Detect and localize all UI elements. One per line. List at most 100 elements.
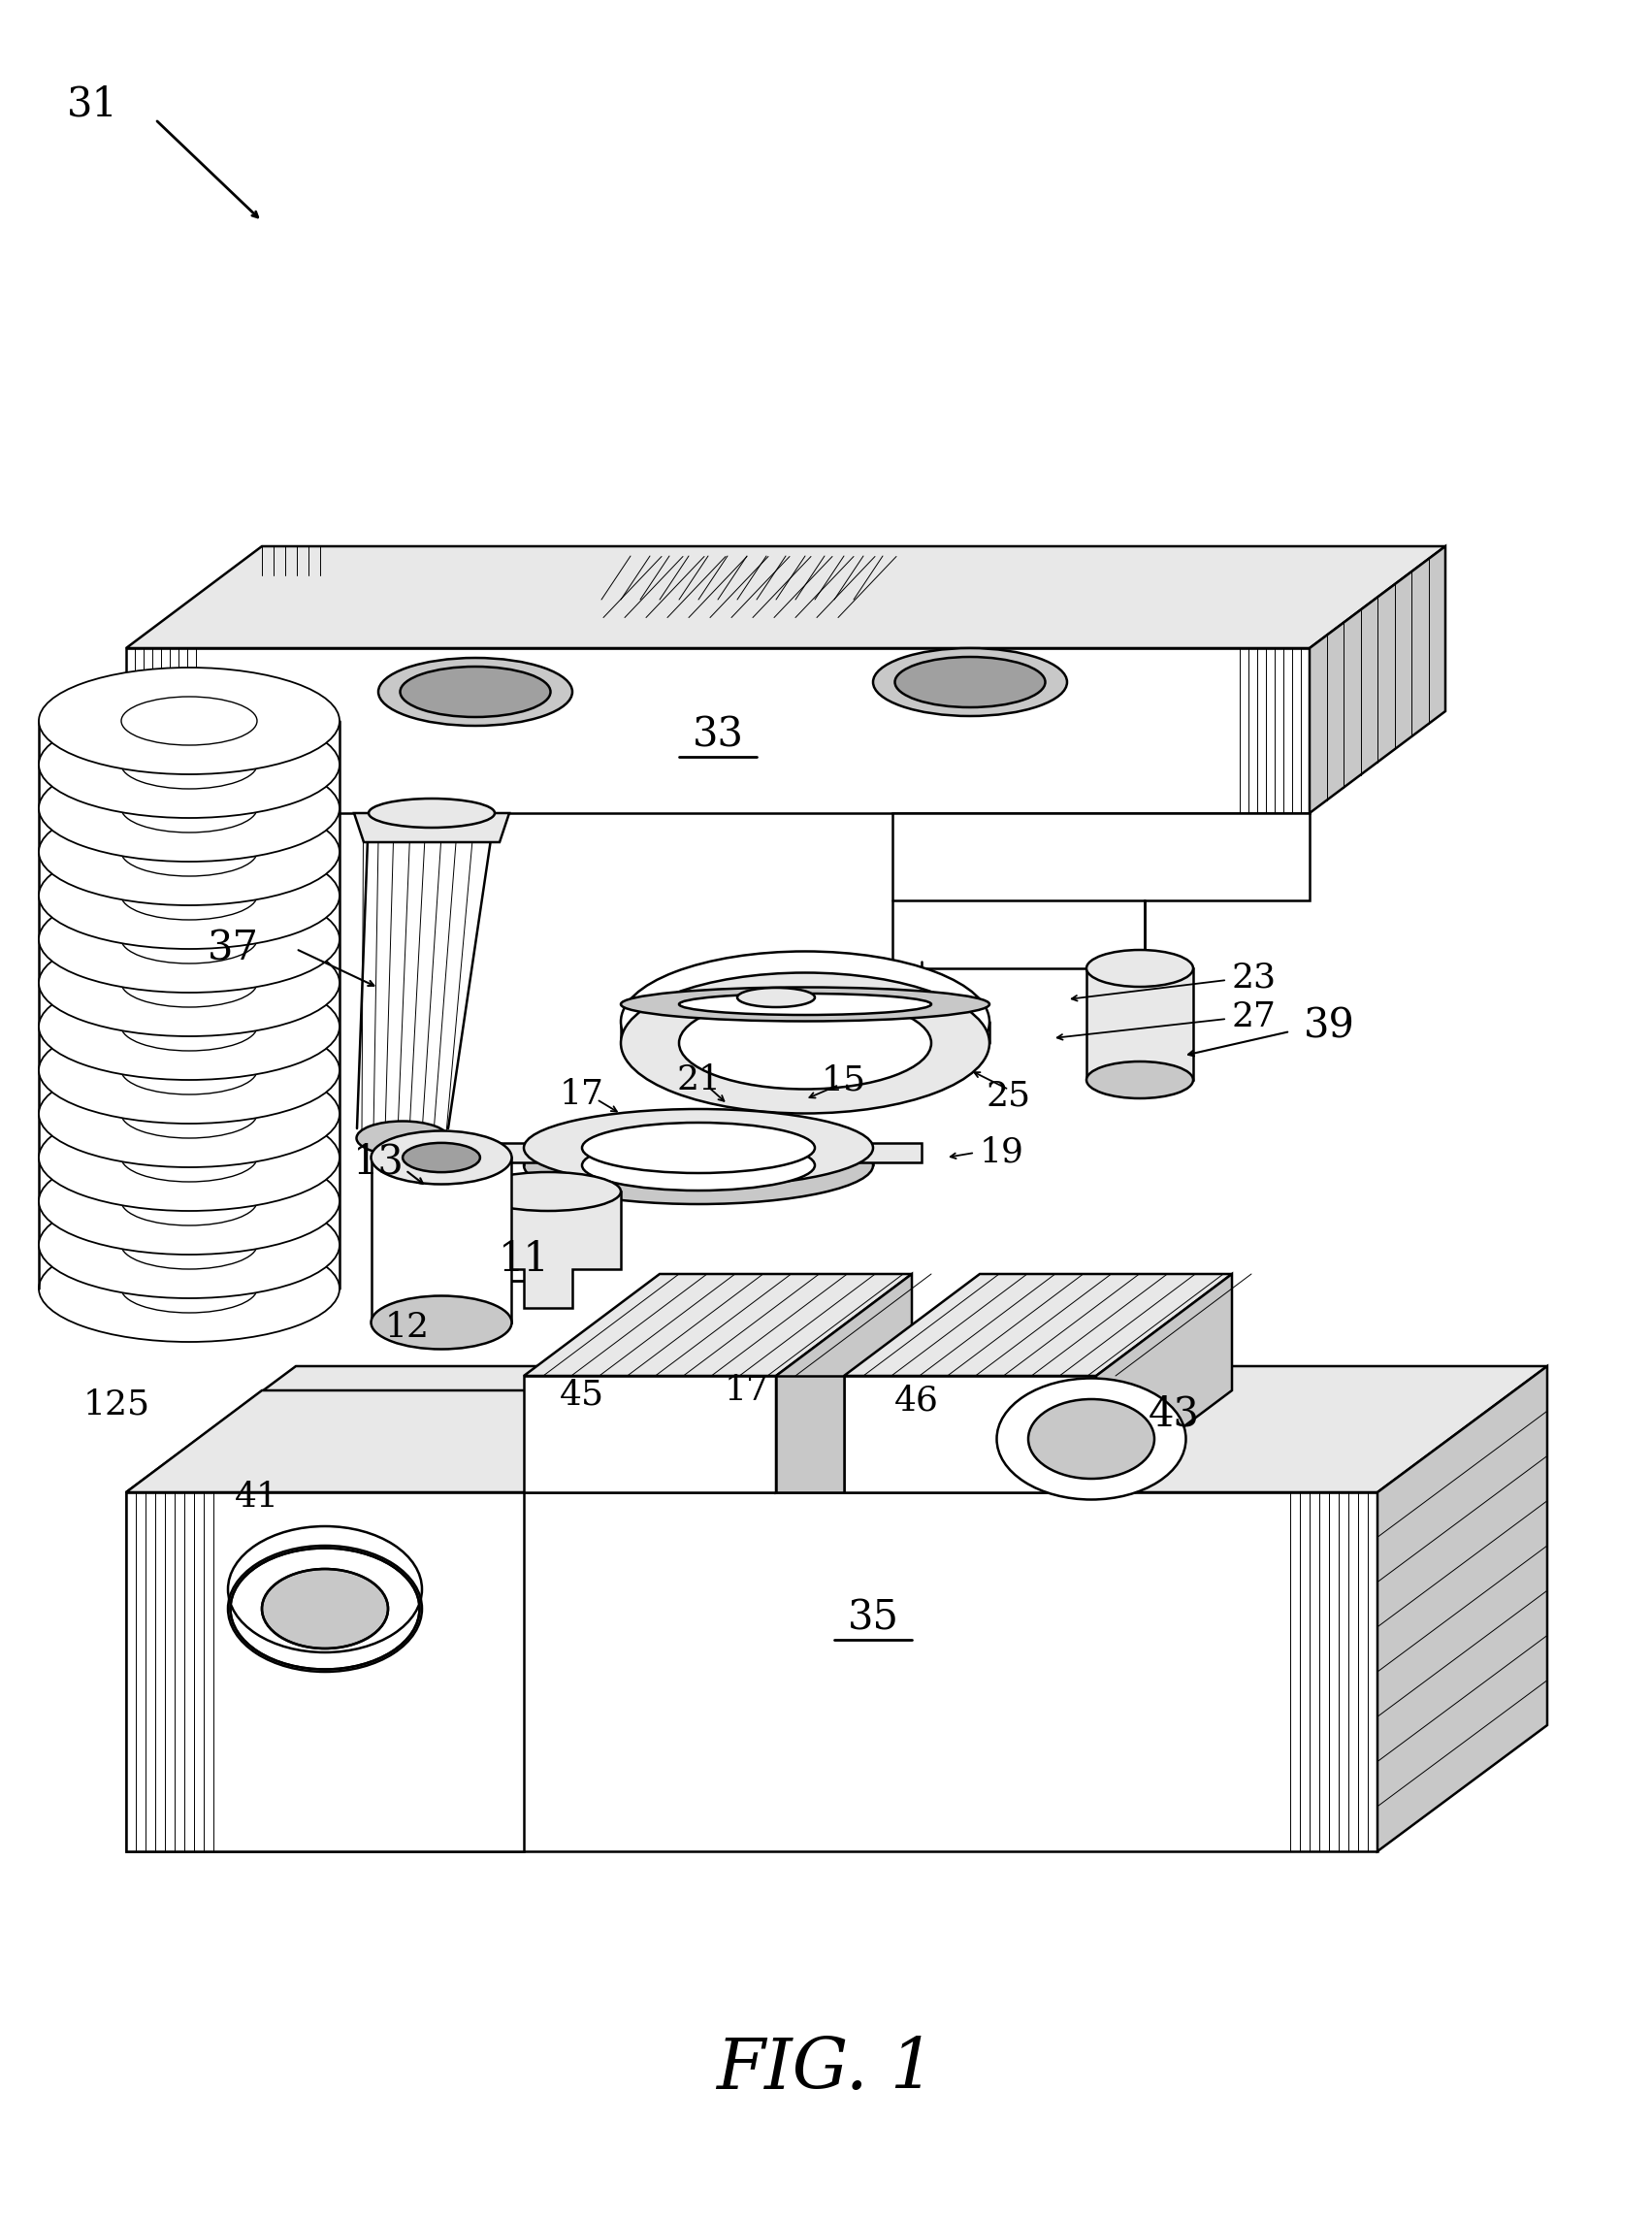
Ellipse shape [121,1132,258,1181]
Ellipse shape [582,1141,814,1190]
Ellipse shape [263,1570,388,1649]
Polygon shape [486,1143,601,1163]
Polygon shape [126,1365,1548,1492]
Ellipse shape [121,739,258,788]
Text: FIG. 1: FIG. 1 [715,2036,935,2105]
Ellipse shape [372,1130,512,1183]
Ellipse shape [38,972,340,1079]
Ellipse shape [38,1148,340,1254]
Text: 23: 23 [1232,961,1277,995]
Polygon shape [126,1492,1378,1851]
Ellipse shape [378,657,572,726]
Ellipse shape [38,1234,340,1341]
Text: 33: 33 [692,715,743,755]
Ellipse shape [38,1017,340,1123]
Ellipse shape [38,841,340,948]
Polygon shape [776,1376,844,1492]
Ellipse shape [679,997,932,1090]
Polygon shape [776,1274,912,1492]
Ellipse shape [524,1126,872,1203]
Ellipse shape [582,1123,814,1172]
Text: 13: 13 [352,1141,405,1183]
Ellipse shape [621,988,990,1021]
Ellipse shape [121,959,258,1008]
Polygon shape [1097,1274,1232,1492]
Text: 11: 11 [499,1239,550,1279]
Text: 41: 41 [235,1481,279,1514]
Ellipse shape [230,1547,420,1669]
Text: 37: 37 [206,928,258,970]
Ellipse shape [996,1379,1186,1499]
Text: 21: 21 [676,1063,720,1097]
Text: 17: 17 [725,1374,770,1407]
Text: 39: 39 [1303,1006,1355,1048]
Ellipse shape [228,1527,421,1652]
Text: 17: 17 [560,1079,605,1110]
Polygon shape [126,648,1310,813]
Polygon shape [126,546,1446,648]
Ellipse shape [38,886,340,992]
Ellipse shape [621,972,990,1114]
Polygon shape [476,1192,621,1308]
Ellipse shape [1087,950,1193,986]
Ellipse shape [400,666,550,717]
Text: 27: 27 [1232,1001,1277,1032]
Ellipse shape [38,799,340,906]
Ellipse shape [121,828,258,877]
Ellipse shape [38,710,340,817]
Ellipse shape [679,995,932,1015]
Ellipse shape [121,1263,258,1312]
Text: 15: 15 [821,1063,866,1097]
Ellipse shape [368,799,494,828]
Ellipse shape [121,870,258,919]
Ellipse shape [121,915,258,963]
Polygon shape [796,1143,922,1163]
Ellipse shape [121,1001,258,1050]
Ellipse shape [258,1565,393,1652]
Ellipse shape [38,668,340,775]
Text: 125: 125 [83,1388,150,1421]
Ellipse shape [476,1172,621,1210]
Ellipse shape [121,697,258,746]
Text: 45: 45 [560,1379,605,1412]
Polygon shape [844,1376,1097,1492]
Text: 35: 35 [847,1598,899,1638]
Ellipse shape [121,1090,258,1139]
Text: 25: 25 [986,1079,1031,1112]
Ellipse shape [679,975,932,1068]
Ellipse shape [737,988,814,1008]
Text: 43: 43 [1148,1394,1199,1434]
Ellipse shape [872,648,1067,717]
Polygon shape [524,1274,912,1376]
Polygon shape [844,1274,1232,1376]
Ellipse shape [121,1177,258,1225]
Text: 46: 46 [894,1383,938,1416]
Ellipse shape [228,1545,421,1672]
Ellipse shape [121,1221,258,1270]
Ellipse shape [38,930,340,1037]
Ellipse shape [621,952,990,1092]
Ellipse shape [38,1192,340,1299]
Ellipse shape [121,1046,258,1094]
Ellipse shape [38,755,340,861]
Ellipse shape [121,784,258,832]
Ellipse shape [372,1296,512,1350]
Ellipse shape [403,1143,481,1172]
Ellipse shape [895,657,1046,708]
Ellipse shape [357,1121,449,1154]
Polygon shape [126,1390,659,1492]
Ellipse shape [38,1061,340,1168]
Text: 19: 19 [980,1137,1024,1170]
Polygon shape [524,1376,776,1492]
Polygon shape [354,813,509,841]
Polygon shape [892,813,1310,968]
Polygon shape [1087,968,1193,1079]
Ellipse shape [1087,1061,1193,1099]
Ellipse shape [524,1110,872,1188]
Polygon shape [372,1157,510,1323]
Polygon shape [1378,1365,1548,1851]
Ellipse shape [38,1103,340,1210]
Polygon shape [1310,546,1446,813]
Text: 12: 12 [385,1310,430,1343]
Polygon shape [126,1492,524,1851]
